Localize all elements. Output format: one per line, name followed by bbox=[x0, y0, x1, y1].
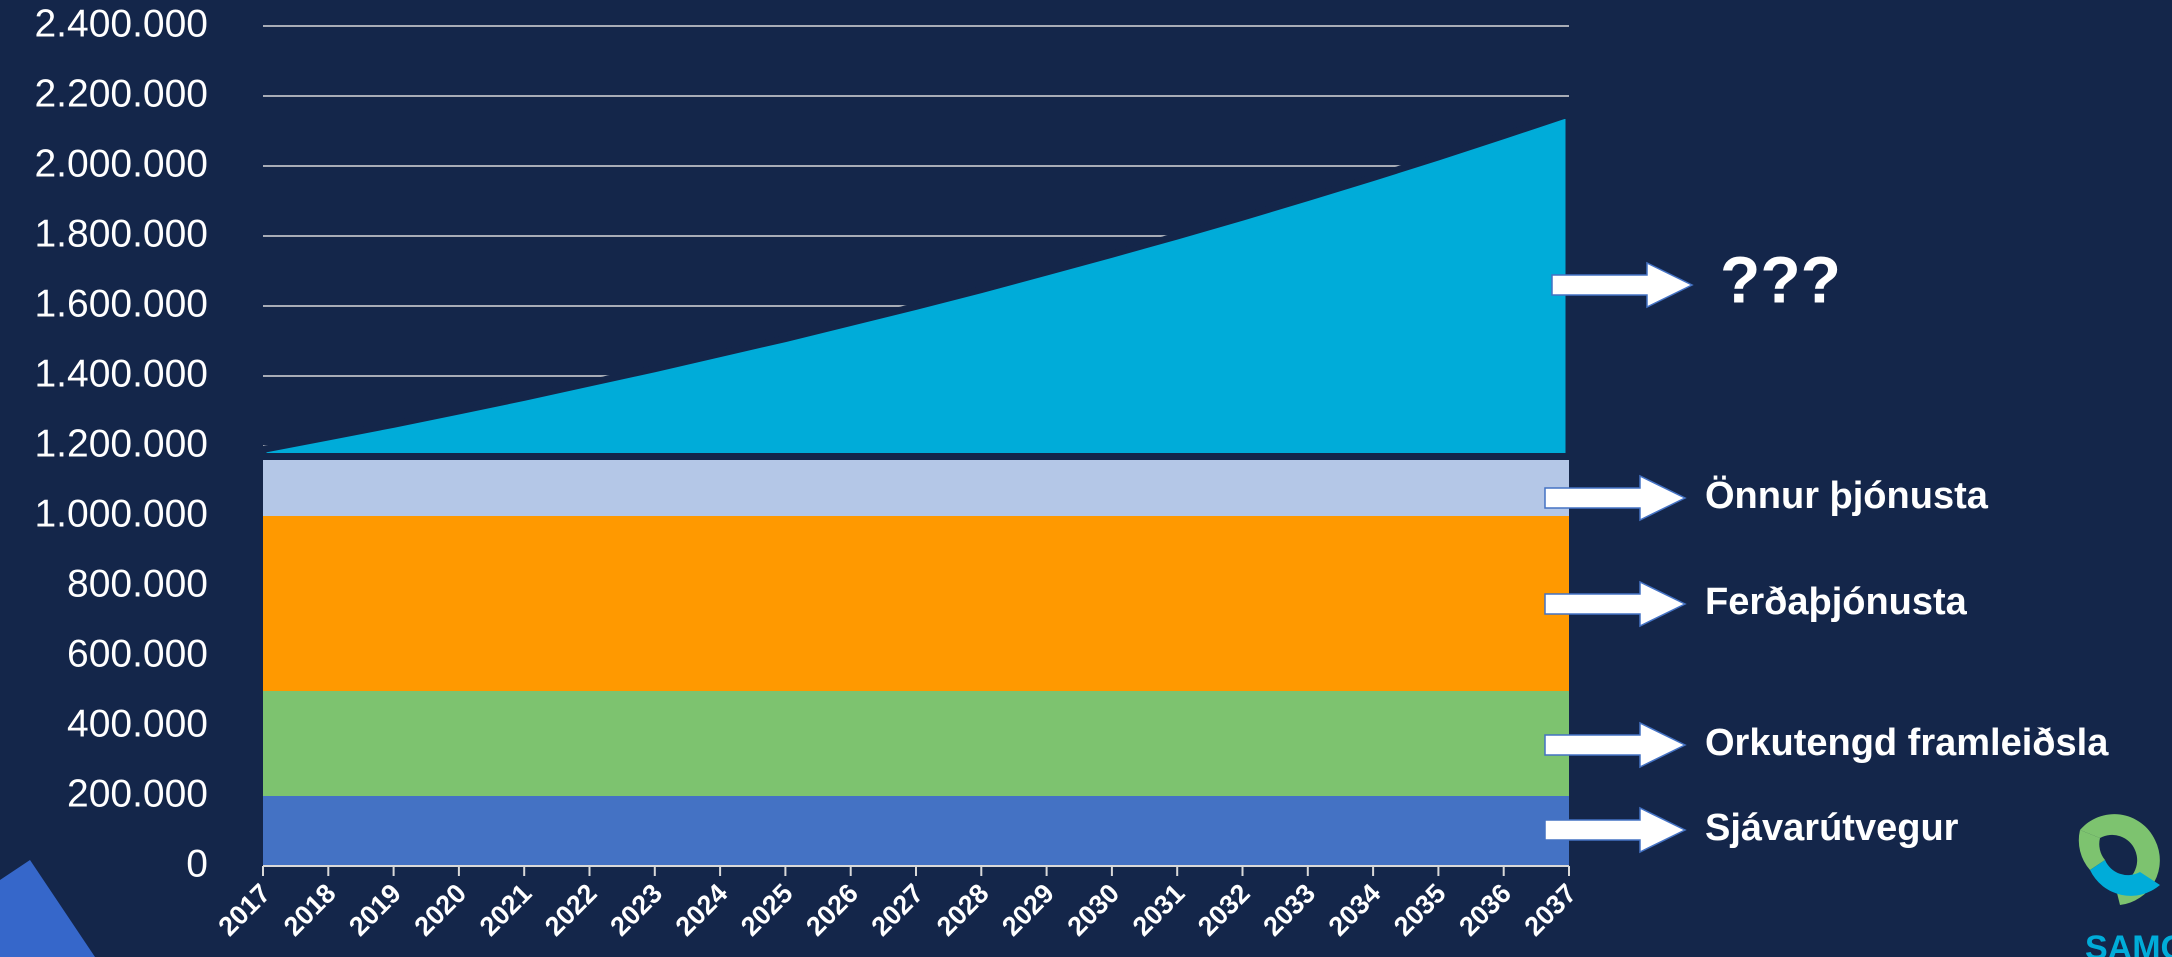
legend-arrow bbox=[1544, 806, 1687, 854]
legend-arrow bbox=[1544, 580, 1687, 628]
area bbox=[263, 456, 1569, 516]
y-tick-label: 0 bbox=[186, 842, 208, 885]
area bbox=[263, 691, 1569, 796]
y-tick-label: 1.600.000 bbox=[34, 282, 208, 325]
logo-arc bbox=[2090, 860, 2160, 896]
legend-label: ??? bbox=[1720, 242, 1841, 316]
legend-arrow bbox=[1551, 261, 1694, 309]
area bbox=[263, 796, 1569, 866]
y-tick-label: 600.000 bbox=[67, 632, 208, 675]
legend-label: Ferðaþjónusta bbox=[1705, 581, 1968, 623]
y-tick-label: 2.000.000 bbox=[34, 142, 208, 185]
area bbox=[263, 516, 1569, 691]
corner-decoration bbox=[0, 860, 95, 957]
y-tick-label: 1.200.000 bbox=[34, 422, 208, 465]
y-tick-label: 1.800.000 bbox=[34, 212, 208, 255]
y-tick-label: 1.000.000 bbox=[34, 492, 208, 535]
legend-arrow bbox=[1544, 721, 1687, 769]
y-tick-label: 2.400.000 bbox=[34, 2, 208, 45]
y-tick-label: 400.000 bbox=[67, 702, 208, 745]
legend-label: Orkutengd framleiðsla bbox=[1705, 722, 2109, 764]
logo: SAMOR bbox=[2078, 814, 2172, 957]
y-tick-label: 200.000 bbox=[67, 772, 208, 815]
logo-arc bbox=[2078, 830, 2105, 870]
y-tick-label: 2.200.000 bbox=[34, 72, 208, 115]
area bbox=[259, 108, 1573, 460]
legend-label: Önnur þjónusta bbox=[1705, 474, 1989, 517]
legend-label: Sjávarútvegur bbox=[1705, 807, 1959, 849]
y-tick-label: 800.000 bbox=[67, 562, 208, 605]
logo-text: SAMOR bbox=[2085, 929, 2172, 957]
y-tick-label: 1.400.000 bbox=[34, 352, 208, 395]
legend-arrow bbox=[1544, 474, 1687, 522]
